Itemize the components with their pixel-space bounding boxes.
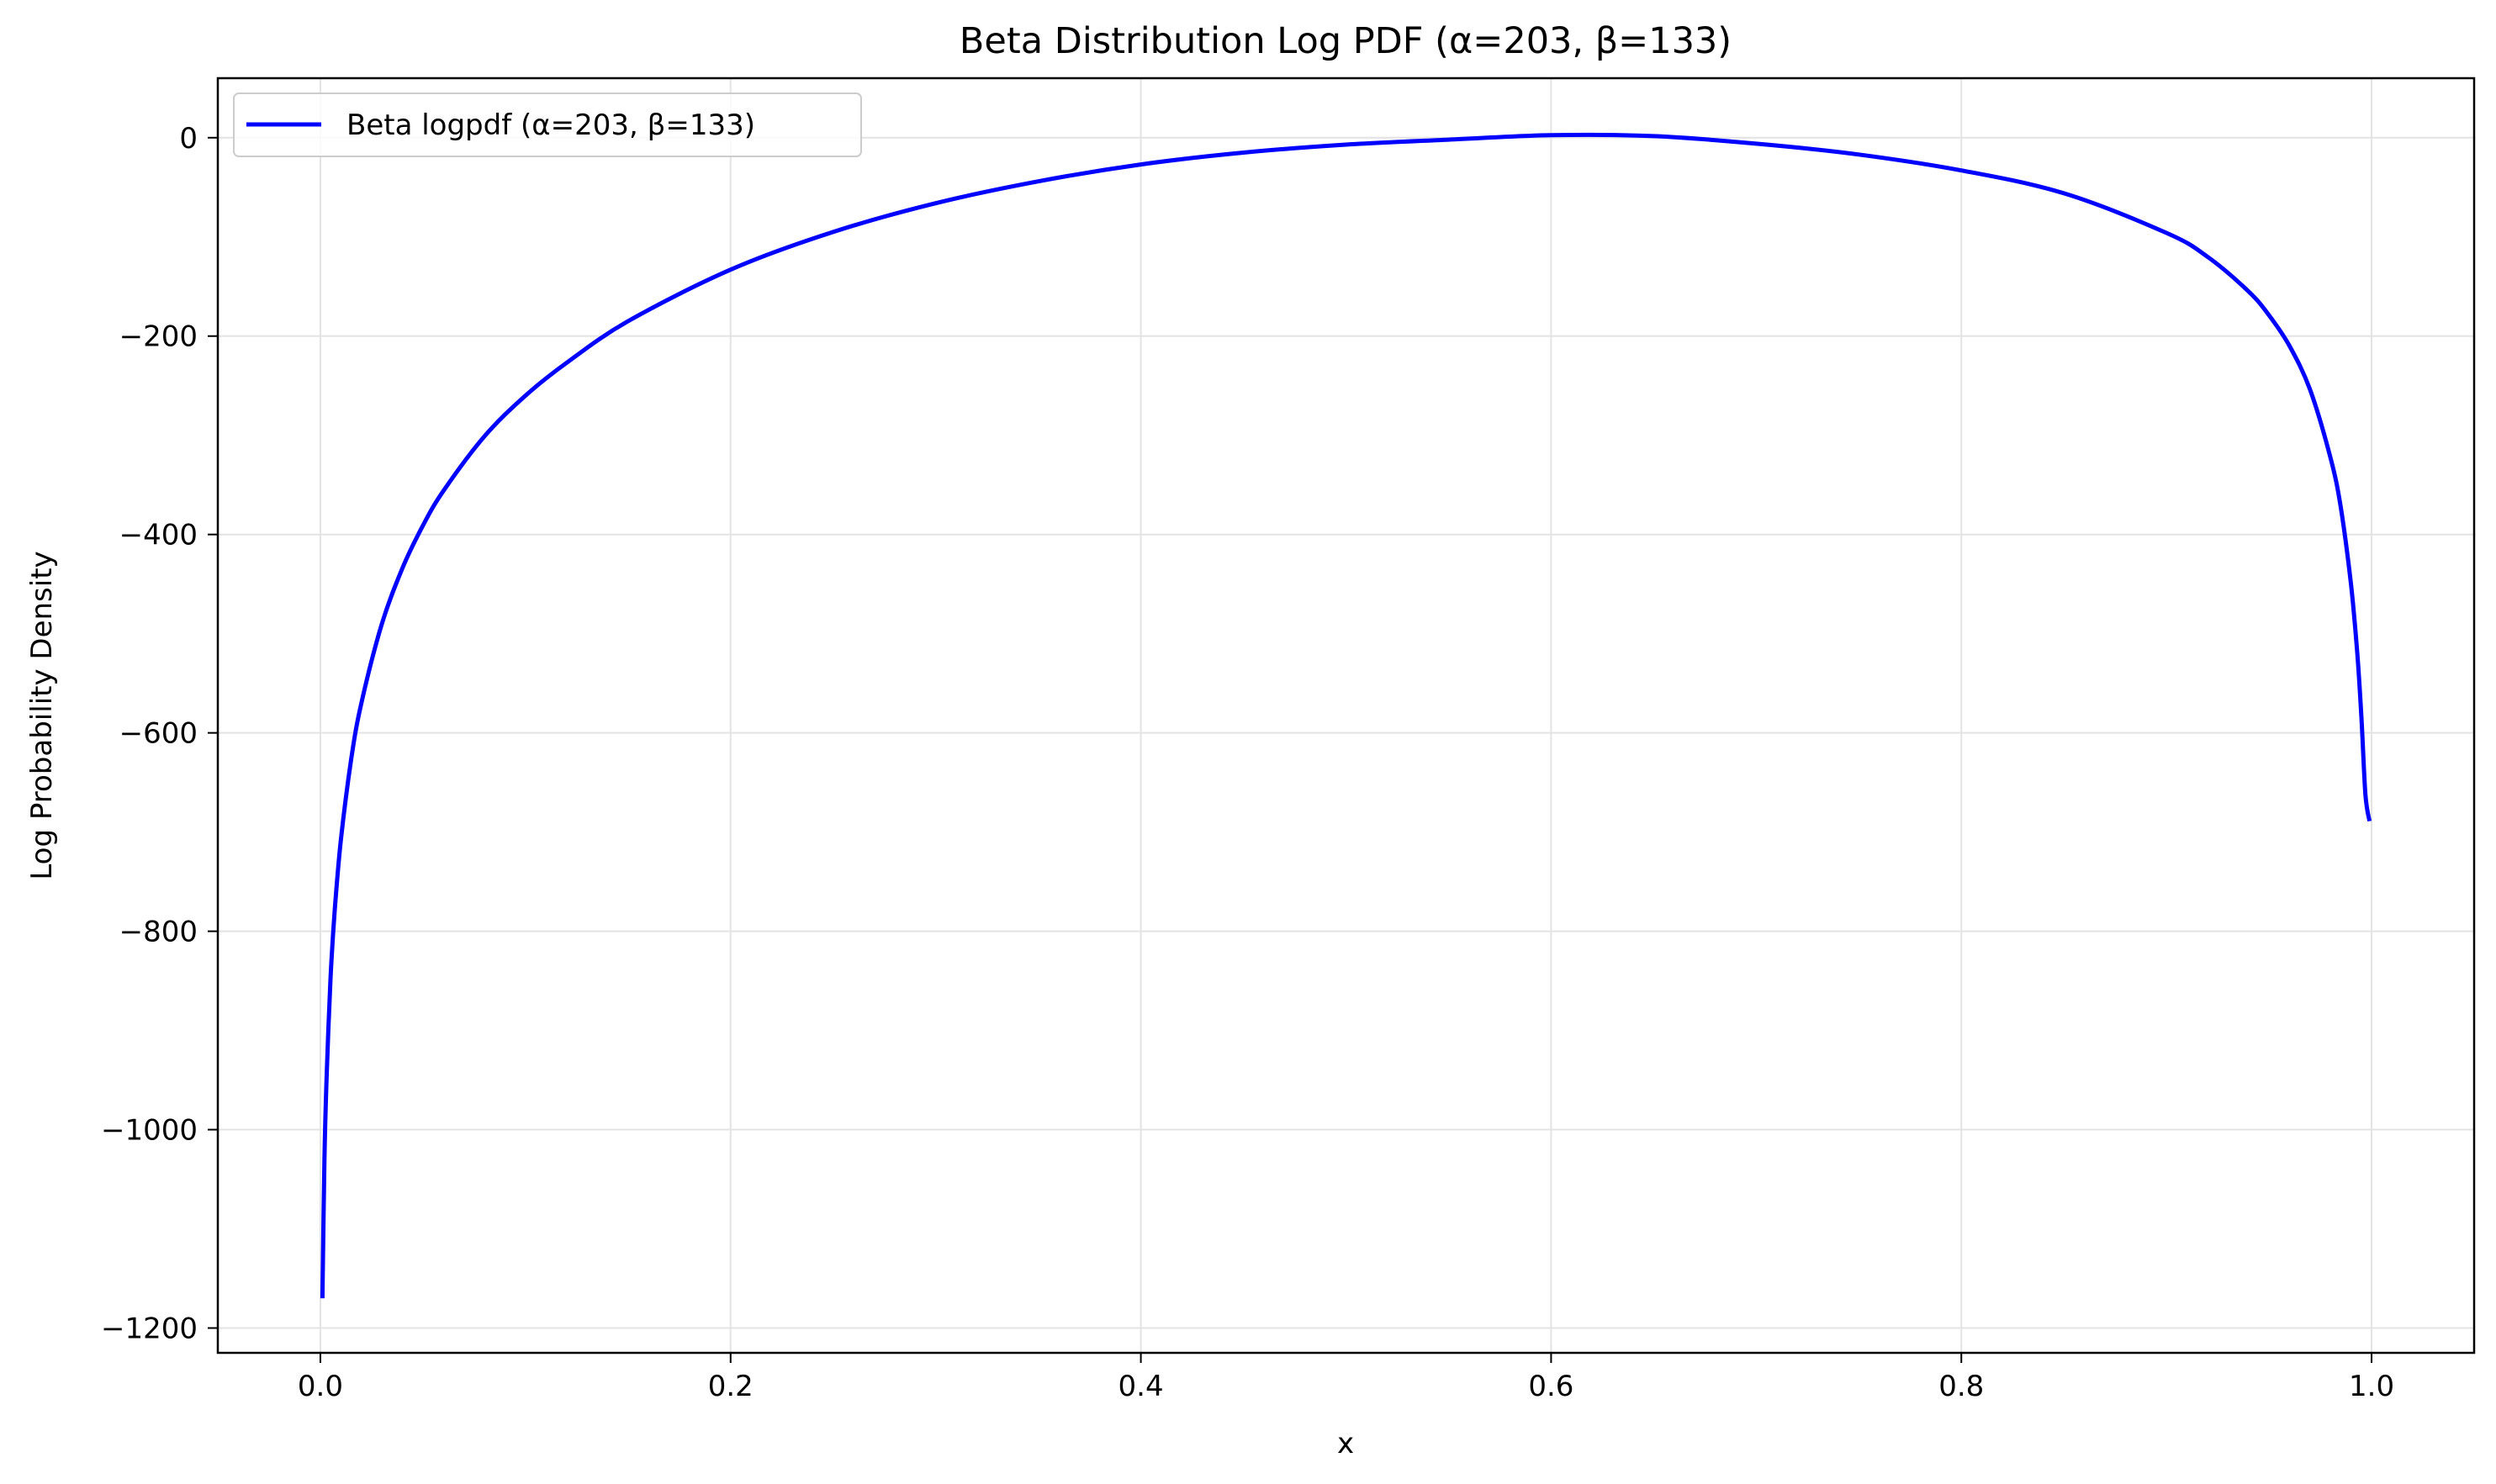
y-tick-label: −600 bbox=[119, 717, 198, 751]
legend-label: Beta logpdf (α=203, β=133) bbox=[346, 108, 755, 142]
legend-box bbox=[233, 92, 862, 157]
series-line bbox=[320, 132, 2372, 1299]
legend: Beta logpdf (α=203, β=133) bbox=[233, 92, 862, 157]
plot-frame bbox=[216, 77, 2476, 1355]
x-tick-label: 0.8 bbox=[1938, 1370, 1984, 1403]
y-tick-label: −800 bbox=[119, 916, 198, 949]
y-tick-label: −1200 bbox=[101, 1312, 198, 1346]
x-axis: 0.0 0.2 0.4 0.6 0.8 1.0 bbox=[298, 1353, 2394, 1403]
series-layer bbox=[320, 132, 2372, 1299]
x-tick-label: 0.4 bbox=[1118, 1370, 1164, 1403]
x-tick-label: 1.0 bbox=[2349, 1370, 2394, 1403]
y-tick-label: −400 bbox=[119, 519, 198, 552]
x-tick-label: 0.2 bbox=[708, 1370, 754, 1403]
y-tick-label: 0 bbox=[179, 122, 198, 156]
x-tick-label: 0.0 bbox=[298, 1370, 343, 1403]
chart-title: Beta Distribution Log PDF (α=203, β=133) bbox=[960, 20, 1732, 62]
x-axis-label: x bbox=[1337, 1427, 1354, 1460]
y-axis-label: Log Probability Density bbox=[25, 551, 59, 879]
y-tick-label: −200 bbox=[119, 320, 198, 354]
grid bbox=[218, 78, 2474, 1353]
x-tick-label: 0.6 bbox=[1528, 1370, 1573, 1403]
y-axis: 0 −200 −400 −600 −800 −1000 −1200 bbox=[101, 122, 218, 1346]
y-tick-label: −1000 bbox=[101, 1114, 198, 1148]
